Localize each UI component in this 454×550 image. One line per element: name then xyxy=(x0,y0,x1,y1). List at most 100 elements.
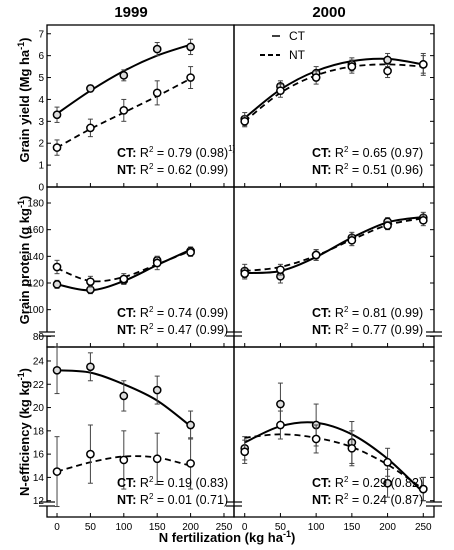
fit-line-nt xyxy=(244,63,424,123)
y-tick-label: 24 xyxy=(33,356,45,367)
data-point-nt xyxy=(186,73,195,82)
data-point-ct xyxy=(383,478,392,488)
stat-ct: CT: R2 = 0.19 (0.83) xyxy=(117,475,228,490)
data-point-nt xyxy=(240,116,250,126)
data-point-nt xyxy=(383,457,392,467)
y-tick-label: 80 xyxy=(33,332,45,343)
panel-frame xyxy=(233,346,435,518)
panel-n-efficiency-1999: 12 14 16 18 20 22 24 0 50 100 150 200 250 CT: R2 = 0.… xyxy=(33,346,434,533)
ylabel-grain-protein: Grain protein (g kg-1) xyxy=(16,196,32,325)
series-nt xyxy=(240,52,428,128)
data-point-nt xyxy=(52,143,62,152)
stat-ct: CT: R2 = 0.74 (0.99) xyxy=(117,305,228,320)
data-point-nt xyxy=(186,247,195,257)
data-point-ct xyxy=(152,385,162,395)
series-nt xyxy=(240,410,428,502)
column-title-1999: 1999 xyxy=(114,4,147,21)
series-ct xyxy=(52,246,195,295)
y-tick-label: 100 xyxy=(27,305,44,316)
panel-grain-yield-2000: CT: R2 = 0.65 (0.97) NT: R2 = 0.51 (0.96) xyxy=(233,24,435,188)
panel-grain-protein-2000: CT: R2 = 0.81 (0.99) NT: R2 = 0.77 (0.99) xyxy=(233,186,442,348)
axis-break-gap xyxy=(39,502,55,506)
panel-grain-protein-1999: 80 100 120 140 160 180 CT: R2 = 0.74 (0.99) NT:… xyxy=(27,186,434,348)
data-point-nt xyxy=(186,459,195,468)
data-point-nt xyxy=(240,447,250,457)
legend-ct-label: CT xyxy=(289,29,306,43)
stat-ct: CT: R2 = 0.79 (0.98)1) xyxy=(117,144,236,160)
y-tick-label: 2 xyxy=(38,139,44,150)
stat-nt: NT: R2 = 0.62 (0.99) xyxy=(117,162,228,177)
data-point-nt xyxy=(383,66,392,76)
y-tick-label: 6 xyxy=(38,51,44,62)
axis-break-gap xyxy=(39,332,55,336)
y-tick-label: 140 xyxy=(27,252,44,263)
series-nt xyxy=(52,424,195,508)
data-point-nt xyxy=(86,277,95,287)
data-point-nt xyxy=(347,443,357,453)
data-point-ct xyxy=(86,362,95,372)
fit-line-ct xyxy=(244,57,424,119)
data-point-nt xyxy=(276,265,285,275)
fit-line-ct xyxy=(244,216,424,274)
y-tick-label: 14 xyxy=(33,473,45,484)
x-tick-label: 250 xyxy=(216,522,233,533)
stat-ct: CT: R2 = 0.65 (0.97) xyxy=(312,145,423,160)
y-tick-label: 7 xyxy=(38,29,44,40)
data-point-ct xyxy=(119,71,129,80)
data-point-ct xyxy=(52,110,62,120)
data-point-ct xyxy=(276,399,285,409)
data-point-nt xyxy=(152,88,162,98)
column-title-2000: 2000 xyxy=(312,4,345,21)
x-tick-label: 150 xyxy=(149,522,166,533)
x-tick-label: 0 xyxy=(54,522,60,533)
axis-break-gap xyxy=(426,502,442,506)
data-point-ct xyxy=(52,279,62,289)
y-tick-label: 4 xyxy=(38,95,44,106)
x-tick-label: 100 xyxy=(308,522,325,533)
stat-nt: NT: R2 = 0.01 (0.71) xyxy=(117,492,228,507)
data-point-nt xyxy=(240,269,250,279)
data-point-nt xyxy=(347,235,357,245)
stat-ct: CT: R2 = 0.81 (0.99) xyxy=(312,305,423,320)
data-point-nt xyxy=(152,454,162,464)
fit-line-nt xyxy=(244,433,424,490)
data-point-nt xyxy=(119,106,129,115)
data-point-nt xyxy=(119,274,129,284)
ylabel-n-efficiency: N-efficiency (kg kg-1) xyxy=(16,368,32,496)
ylabel-grain-yield: Grain yield (Mg ha-1) xyxy=(16,37,32,162)
x-tick-label: 100 xyxy=(115,522,132,533)
y-tick-label: 20 xyxy=(33,403,45,414)
stat-nt: NT: R2 = 0.47 (0.99) xyxy=(117,322,228,337)
legend-nt-label: NT xyxy=(289,48,306,62)
series-ct xyxy=(240,52,428,127)
series-nt xyxy=(240,214,428,280)
axis-break-gap xyxy=(426,332,442,336)
legend: CT NT xyxy=(260,29,306,62)
y-tick-label: 18 xyxy=(33,426,45,437)
x-tick-label: 0 xyxy=(242,522,248,533)
panel-frame xyxy=(46,346,235,518)
data-point-ct xyxy=(152,44,162,54)
data-point-nt xyxy=(276,420,285,430)
x-tick-label: 250 xyxy=(415,522,432,533)
data-point-nt xyxy=(383,221,392,231)
data-point-ct xyxy=(186,42,195,52)
y-tick-label: 22 xyxy=(33,380,45,391)
y-tick-label: 16 xyxy=(33,450,45,461)
x-tick-label: 200 xyxy=(379,522,396,533)
xlabel: N fertilization (kg ha-1) xyxy=(159,529,296,545)
data-point-nt xyxy=(52,467,62,476)
series-ct xyxy=(52,346,195,440)
fit-line-nt xyxy=(56,455,191,473)
stat-nt: NT: R2 = 0.51 (0.96) xyxy=(312,162,423,177)
data-point-nt xyxy=(119,455,129,465)
y-tick-label: 5 xyxy=(38,73,44,84)
y-tick-label: 120 xyxy=(27,279,44,290)
data-point-nt xyxy=(52,262,62,272)
data-point-ct xyxy=(52,365,62,375)
data-point-nt xyxy=(86,123,95,133)
series-nt xyxy=(52,247,195,288)
fit-line-nt xyxy=(244,217,424,272)
